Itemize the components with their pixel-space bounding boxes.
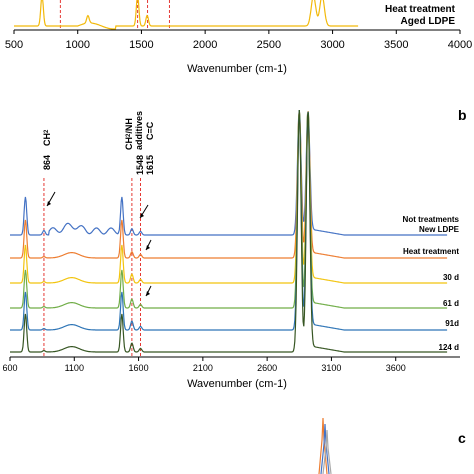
- annotation-arrowhead: [140, 213, 144, 218]
- spectrum-30-d: [10, 109, 448, 284]
- legend-124d: 124 d: [439, 343, 460, 352]
- top-spectrum-line: [14, 0, 359, 30]
- panel-b-arrows: [46, 191, 152, 297]
- panel-b-x-tick-label: 3100: [321, 363, 341, 373]
- panel-c: c: [318, 417, 466, 474]
- top-marker-lines: [59, 0, 170, 30]
- legend-heat-treatment: Heat treatment: [403, 247, 459, 256]
- annotation-ch2nh-sub: 2: [126, 133, 132, 137]
- panel-b-x-axis-title: Wavenumber (cm-1): [187, 378, 287, 390]
- spectrum-91d: [10, 109, 448, 331]
- legend-new-ldpe: New LDPE: [419, 225, 460, 234]
- top-x-tick-label: 2000: [193, 39, 217, 51]
- panel-b-x-tick-label: 1600: [129, 363, 149, 373]
- panel-b-x-tick-label: 3600: [386, 363, 406, 373]
- annotation-c-c: C=C: [145, 121, 155, 140]
- top-x-tick-label: 500: [5, 39, 23, 51]
- spectrum-61-d: [10, 109, 448, 309]
- spectrum-not-treatments-new-ldpe: [10, 109, 448, 236]
- top-legend-heat-treatment: Heat treatment: [385, 4, 456, 15]
- panel-b-spectra: [10, 109, 448, 353]
- legend-not-treatments: Not treatments: [403, 215, 460, 224]
- annotation-arrowhead: [146, 291, 150, 296]
- top-legend-aged-ldpe: Aged LDPE: [401, 16, 456, 27]
- annotation-ch2: CH2: [42, 129, 52, 146]
- annotation-additives: additives: [134, 111, 144, 150]
- annotation-864: 864: [42, 155, 52, 170]
- legend-30d: 30 d: [443, 273, 459, 282]
- top-x-tick-label: 3000: [320, 39, 344, 51]
- panel-b-x-tick-label: 600: [2, 363, 17, 373]
- top-x-ticks: 500 1000 1500 2000 2500 3000 3500 4000: [5, 30, 472, 51]
- top-panel: 500 1000 1500 2000 2500 3000 3500 4000 Heat tre…: [5, 0, 472, 75]
- top-x-tick-label: 3500: [384, 39, 408, 51]
- panel-b-x-tick-label: 2600: [257, 363, 277, 373]
- legend-91d: 91d: [445, 319, 459, 328]
- annotation-arrowhead: [146, 245, 150, 250]
- panel-b-x-ticks: 600 1100 1600 2100 2600 3100 3600: [2, 357, 406, 373]
- panel-c-label: c: [458, 430, 466, 446]
- panel-c-spectrum: [318, 417, 328, 474]
- annotation-ch2-nh: CH2/NH: [124, 118, 134, 150]
- panel-b-label: b: [458, 107, 467, 123]
- annotation-ch2-sub: 2: [44, 129, 50, 133]
- top-x-tick-label: 2500: [257, 39, 281, 51]
- top-x-axis-title: Wavenumber (cm-1): [187, 63, 287, 75]
- panel-b: b 864 CH2 1548 1615 CH2/NH additives C=C…: [2, 107, 466, 390]
- panel-b-x-tick-label: 2100: [193, 363, 213, 373]
- spectrum-heat-treatment: [10, 109, 448, 259]
- top-x-tick-label: 4000: [448, 39, 472, 51]
- panel-c-spectrum: [320, 423, 330, 474]
- top-x-tick-label: 1500: [129, 39, 153, 51]
- annotation-ch2nh-main: CH: [124, 137, 134, 150]
- annotation-ch2-main: CH: [42, 133, 52, 146]
- panel-c-spectra: [318, 417, 332, 474]
- panel-c-spectrum: [322, 429, 332, 474]
- legend-61d: 61 d: [443, 299, 459, 308]
- top-x-tick-label: 1000: [65, 39, 89, 51]
- spectrum-124-d: [10, 109, 448, 353]
- annotation-ch2nh-rest: /NH: [124, 118, 134, 134]
- panel-b-x-tick-label: 1100: [65, 363, 84, 373]
- annotation-arrowhead: [47, 201, 51, 206]
- annotation-1548: 1548: [135, 155, 145, 175]
- annotation-1615: 1615: [145, 155, 155, 175]
